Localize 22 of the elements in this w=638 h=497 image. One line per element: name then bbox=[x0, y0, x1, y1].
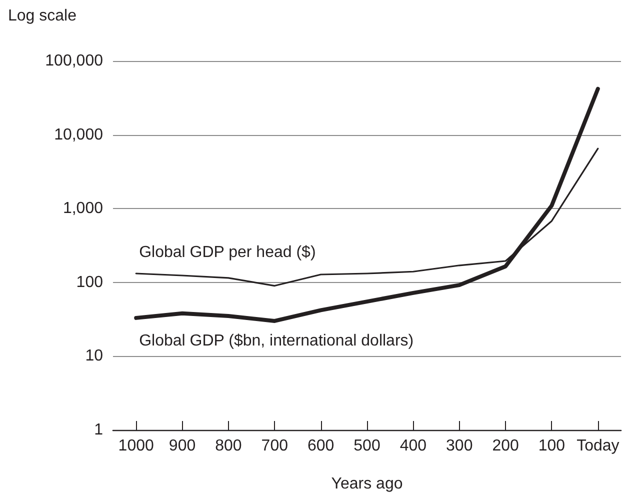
x-tick-label: 700 bbox=[261, 438, 288, 454]
y-tick-label: 1,000 bbox=[62, 200, 104, 218]
x-axis-title: Years ago bbox=[331, 476, 403, 492]
y-tick-label: 1 bbox=[94, 422, 104, 438]
x-tick-label: 900 bbox=[168, 438, 196, 454]
series-label: Global GDP ($bn, international dollars) bbox=[139, 332, 414, 350]
x-tick-label: 600 bbox=[307, 438, 334, 454]
x-tick-label: 100 bbox=[538, 438, 566, 454]
x-tick-label: 300 bbox=[446, 438, 473, 454]
y-tick-label: 10 bbox=[85, 348, 104, 365]
x-tick-label: 200 bbox=[492, 438, 519, 454]
series-label: Global GDP per head ($) bbox=[139, 244, 316, 261]
y-tick-label: 100,000 bbox=[45, 52, 104, 70]
line-series bbox=[134, 86, 600, 323]
x-tick-label: 800 bbox=[215, 438, 242, 454]
x-tick-label: 400 bbox=[400, 438, 427, 454]
x-tick-label: 500 bbox=[354, 438, 380, 454]
y-tick-label: 10,000 bbox=[54, 126, 104, 144]
y-tick-label: 100 bbox=[76, 274, 104, 291]
x-tick-label: Today bbox=[576, 438, 620, 454]
y-axis-title: Log scale bbox=[8, 8, 77, 24]
x-tick-label: 1000 bbox=[118, 438, 154, 454]
